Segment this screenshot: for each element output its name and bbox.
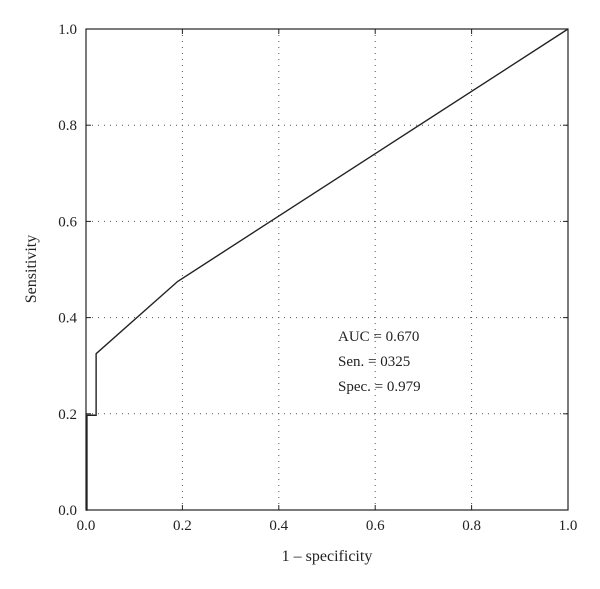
y-tick-label: 0.2: [58, 407, 77, 423]
y-tick-label: 1.0: [58, 22, 77, 38]
y-axis-title: Sensitivity: [23, 235, 40, 303]
annotation-specificity: Spec. = 0.979: [338, 379, 421, 395]
annotation-block: AUC = 0.670 Sen. = 0325 Spec. = 0.979: [338, 329, 421, 395]
plot-frame: [85, 28, 569, 511]
roc-curve-line: [86, 28, 569, 511]
x-tick-labels: 0.0 0.2 0.4 0.6 0.8 1.0: [77, 518, 578, 534]
x-axis-title: 1 – specificity: [282, 548, 373, 565]
annotation-auc: AUC = 0.670: [338, 329, 419, 345]
y-tick-label: 0.6: [58, 214, 77, 230]
x-tick-label: 0.2: [173, 518, 192, 534]
x-tick-label: 0.4: [269, 518, 288, 534]
annotation-sensitivity: Sen. = 0325: [338, 354, 410, 370]
x-tick-label: 0.0: [77, 518, 96, 534]
x-tick-label: 0.8: [462, 518, 481, 534]
grid-lines: [86, 29, 568, 510]
y-tick-label: 0.8: [58, 118, 77, 134]
axis-ticks: [85, 28, 569, 511]
y-tick-labels: 0.0 0.2 0.4 0.6 0.8 1.0: [58, 22, 77, 519]
y-tick-label: 0.4: [58, 311, 77, 327]
y-tick-label: 0.0: [58, 503, 77, 519]
x-tick-label: 1.0: [559, 518, 578, 534]
x-tick-label: 0.6: [366, 518, 385, 534]
